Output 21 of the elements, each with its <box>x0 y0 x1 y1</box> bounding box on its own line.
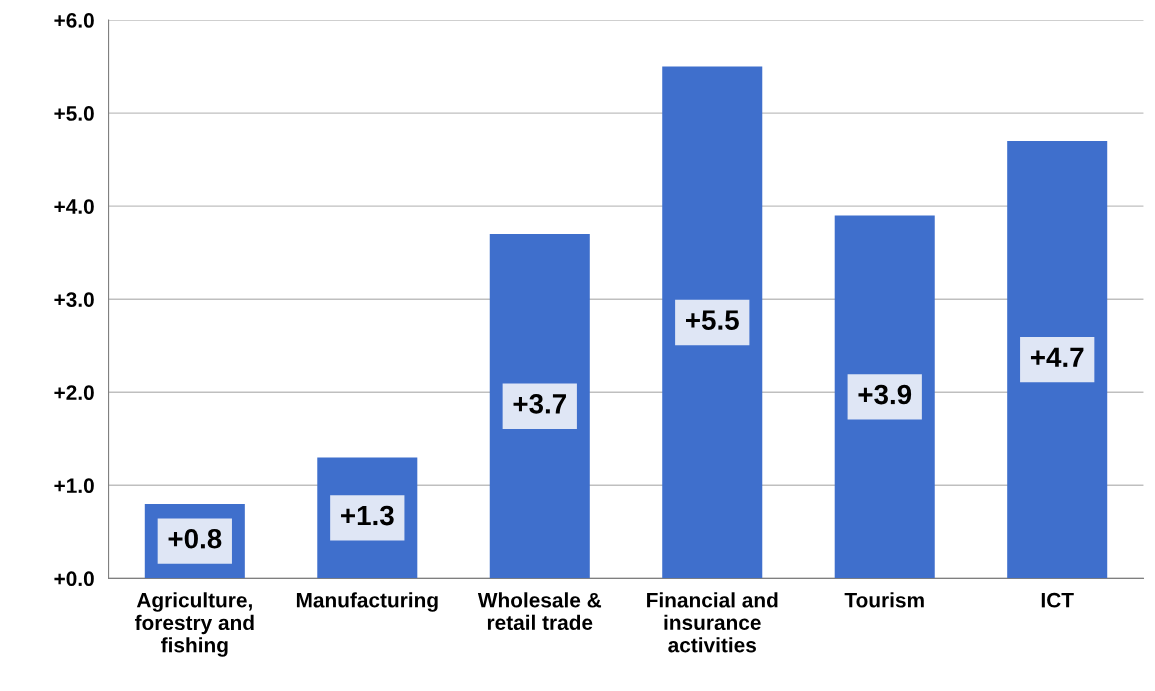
y-tick-label: +3.0 <box>54 292 94 307</box>
y-tick-label: +5.0 <box>54 106 94 121</box>
y-tick-label: +1.0 <box>54 478 94 494</box>
data-label: +3.9 <box>858 384 912 405</box>
y-tick-label: +2.0 <box>54 385 94 401</box>
y-tick-label: +0.0 <box>54 571 94 587</box>
y-tick-label: +4.0 <box>54 199 94 214</box>
data-label: +3.7 <box>513 394 566 414</box>
data-label: +4.7 <box>1030 347 1084 367</box>
x-tick-label: Wholesale & retail trade <box>477 592 602 630</box>
data-label: +0.8 <box>168 528 222 549</box>
bar <box>662 66 763 579</box>
x-tick-label: Agriculture, forestry and fishing <box>134 592 254 657</box>
bar <box>1007 141 1108 579</box>
y-tick-label: +6.0 <box>54 13 94 28</box>
data-label: +1.3 <box>341 505 394 526</box>
x-tick-label: ICT <box>1041 592 1074 608</box>
x-tick-label: Tourism <box>844 592 924 608</box>
x-tick-label: Financial and insurance activities <box>647 592 778 653</box>
data-label: +5.5 <box>686 310 739 330</box>
x-tick-label: Manufacturing <box>296 592 438 612</box>
